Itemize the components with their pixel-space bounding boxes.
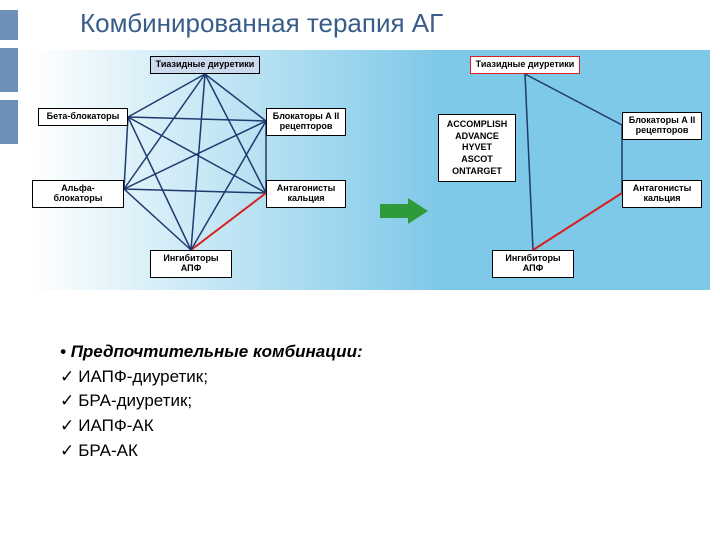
bullet-item: ИАПФ-диуретик; [60, 365, 363, 390]
node-ca_r: Антагонисты кальция [622, 180, 702, 208]
bullets-header: Предпочтительные комбинации [71, 342, 357, 361]
node-thiazide_l: Тиазидные диуретики [150, 56, 260, 74]
bullets-block: Предпочтительные комбинации: ИАПФ-диурет… [60, 340, 363, 463]
accent-bar-1 [0, 10, 18, 40]
node-thiazide_r: Тиазидные диуретики [470, 56, 580, 74]
transition-arrow [380, 198, 428, 224]
diagram-edges [30, 50, 710, 290]
bullet-item: БРА-диуретик; [60, 389, 363, 414]
accent-bar-3 [0, 100, 18, 144]
page-title: Комбинированная терапия АГ [80, 8, 443, 39]
node-arb_r: Блокаторы А II рецепторов [622, 112, 702, 140]
node-beta_l: Бета-блокаторы [38, 108, 128, 126]
node-ace_r: Ингибиторы АПФ [492, 250, 574, 278]
bullet-item: ИАПФ-АК [60, 414, 363, 439]
node-alpha_l: Альфа-блокаторы [32, 180, 124, 208]
node-ace_l: Ингибиторы АПФ [150, 250, 232, 278]
node-ca_l: Антагонисты кальция [266, 180, 346, 208]
diagram-area: Тиазидные диуретики Бета-блокаторы Альфа-б… [30, 50, 710, 290]
node-arb_l: Блокаторы А II рецепторов [266, 108, 346, 136]
accent-bar-2 [0, 48, 18, 92]
trials-box: ACCOMPLISHADVANCEHYVETASCOTONTARGET [438, 114, 516, 182]
bullet-item: БРА-АК [60, 439, 363, 464]
